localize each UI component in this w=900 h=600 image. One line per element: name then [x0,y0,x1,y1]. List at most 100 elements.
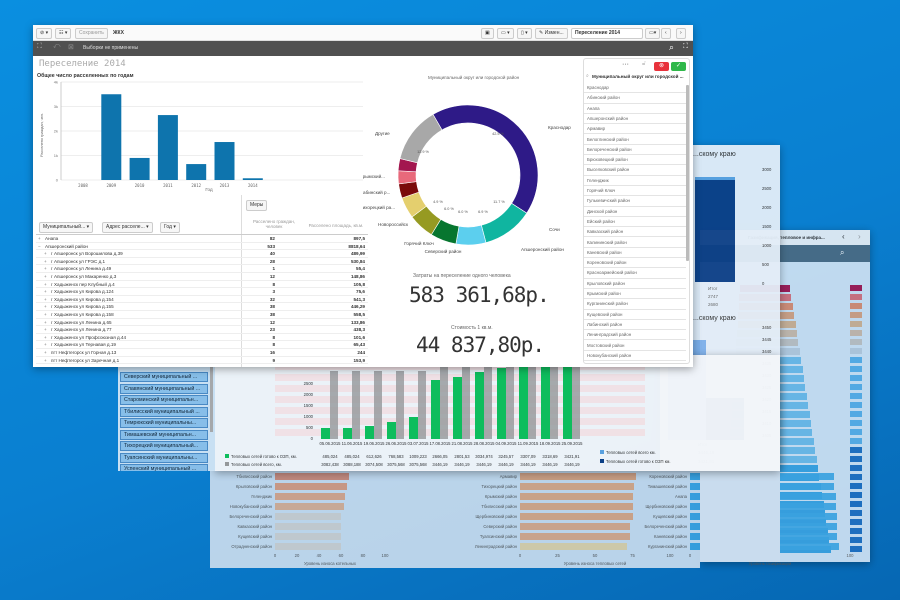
bar-2014[interactable] [242,178,263,180]
filter-municipality[interactable]: Муниципальный... ▾ [39,222,94,233]
bar-ready-network[interactable] [519,366,528,439]
bar-ready-network[interactable] [497,367,506,439]
municipality-button[interactable]: Славянский муниципальный ... [120,383,208,394]
expand-toggle-icon[interactable]: + [44,334,47,340]
table-row[interactable]: + г Апшеронск ул ГРЭС д.1 28 530,84 [36,258,368,266]
clear-selections-icon[interactable]: ⊠ [68,44,74,51]
more-options-icon[interactable]: ··· [622,61,629,68]
list-item[interactable]: Выселковский район [584,165,686,176]
table-row[interactable]: + пгт Нефтегорск ул Горная д.13 16 244 [36,349,368,357]
list-item[interactable]: Горячий Ключ [584,186,686,197]
list-item[interactable]: Кавказский район [584,227,686,238]
step-back-icon[interactable]: ⤺ [53,43,61,50]
municipality-button[interactable]: Тбилисский муниципальный ... [120,406,208,417]
expand-toggle-icon[interactable]: + [38,236,41,241]
filter-address[interactable]: Адрес расселе... ▾ [102,222,153,233]
expand-toggle-icon[interactable]: + [44,251,47,257]
list-item[interactable]: Краснодар [584,83,686,94]
bar[interactable] [275,543,341,550]
list-item[interactable]: Курганинский район [584,299,686,310]
bar-ready-network[interactable] [409,416,418,439]
bar-total-network[interactable] [440,363,448,439]
list-item[interactable]: Красноармейский район [584,268,686,279]
bar[interactable] [275,513,341,520]
expand-toggle-icon[interactable]: + [44,319,47,325]
bar[interactable] [520,533,630,540]
bar[interactable] [275,503,345,510]
bar-total-network[interactable] [396,371,404,439]
sheet-name-button[interactable]: Переселение 2014 [571,28,643,39]
list-item[interactable]: Динской район [584,207,686,217]
expand-toggle-icon[interactable]: + [44,342,47,348]
story-button[interactable]: ▭ ▾ [497,28,514,39]
smart-search-icon[interactable]: ⛶ [37,43,42,50]
bar-ready-network[interactable] [365,425,374,439]
bar-ready-network[interactable] [431,380,440,439]
sheets-button[interactable]: ▭▾ [645,28,661,39]
donut-slice[interactable] [455,224,487,246]
list-item[interactable]: Крымский район [584,289,686,300]
donut-slice[interactable] [432,104,539,214]
bar-ready-network[interactable] [563,363,572,439]
prev-sheet-icon[interactable]: ‹ [842,232,845,241]
list-item[interactable]: Геленджик [584,176,686,186]
expand-toggle-icon[interactable]: + [44,296,47,302]
municipality-button[interactable]: Тихорецкий муниципальный... [120,441,208,451]
table-row[interactable]: + г Апшеронск ул Ленина д.49 1 55,4 [36,265,368,273]
next-sheet-button[interactable]: › [676,28,686,39]
list-item[interactable]: Гулькевичский район [584,196,686,207]
table-row[interactable]: + г Хадыженск ул Тернавая д.19 8 65,43 [36,341,368,349]
list-item[interactable]: Кореновский район [584,258,686,269]
scrollbar[interactable] [210,367,213,432]
municipality-button[interactable]: Туапсинский муниципальны... [120,452,208,463]
expand-toggle-icon[interactable]: + [44,281,47,287]
expand-toggle-icon[interactable]: + [44,304,47,310]
table-row[interactable]: + г Хадыженск ул Кирова д.155 38 446,29 [36,303,368,311]
bar[interactable] [520,513,633,520]
list-item[interactable]: Брюховецкий район [584,155,686,166]
filter-year[interactable]: Год ▾ [160,222,180,233]
listbox-scrollbar[interactable] [686,85,689,261]
bar-total-network[interactable] [506,363,514,439]
confirm-selection-button[interactable]: ✓ [671,62,686,71]
expand-toggle-icon[interactable]: + [44,258,47,264]
municipality-button[interactable]: Северский муниципальный ... [120,372,208,382]
table-row[interactable]: + г Хадыженск ул Профсоюзная д.44 8 101,6 [36,334,368,342]
table-row[interactable]: + г Хадыженск пер Клубный д.4 8 105,8 [36,281,368,289]
list-item[interactable]: Армавир [584,124,686,135]
donut-slice[interactable] [480,202,528,244]
table-row[interactable]: + Анапа 82 897,5 [36,235,368,243]
table-row[interactable]: + г Хадыженск ул Кирова д.154 32 541,3 [36,296,368,304]
expand-toggle-icon[interactable]: + [44,266,47,272]
bar-ready-network[interactable] [541,366,550,439]
expand-toggle-icon[interactable]: − [38,243,41,249]
bar-ready-network[interactable] [475,372,484,439]
bar-ready-network[interactable] [343,428,352,439]
column-header[interactable]: Расселено площадь, кв.м. [308,223,364,228]
bar[interactable] [520,523,630,530]
list-item[interactable]: Крыловский район [584,279,686,289]
list-item[interactable]: Калининский район [584,238,686,248]
donut-slice[interactable] [397,170,417,185]
bar[interactable] [275,493,346,500]
list-item[interactable]: Ленинградский район [584,330,686,341]
table-row[interactable]: + г Хадыженск ул Кирова д.158 38 558,5 [36,311,368,319]
list-item[interactable]: Абинский район [584,93,686,104]
municipality-button[interactable]: Успенский муниципальный ... [120,464,208,471]
table-row[interactable]: + пгт Нефтегорск ул Заречная д.1 9 153,9 [36,357,368,365]
bar-total-network[interactable] [550,363,558,439]
bar-total-network[interactable] [374,371,382,439]
list-item[interactable]: Ейский район [584,217,686,228]
listbox-title[interactable]: Муниципальный округ или городской ... [592,74,684,79]
bar-ready-network[interactable] [321,428,330,439]
bar[interactable] [520,473,636,480]
bar-total-network[interactable] [352,371,360,439]
bar-2009[interactable] [101,94,122,180]
bar[interactable] [520,503,633,510]
list-item[interactable]: Кущевский район [584,310,686,320]
prev-sheet-button[interactable]: ‹ [661,28,671,39]
municipality-button[interactable]: Тимашевский муниципальн... [120,429,208,440]
bar-total-network[interactable] [418,371,426,439]
municipality-button[interactable]: Темрюкский муниципальны... [120,418,208,428]
cancel-selection-button[interactable]: ⊗ [654,62,669,71]
